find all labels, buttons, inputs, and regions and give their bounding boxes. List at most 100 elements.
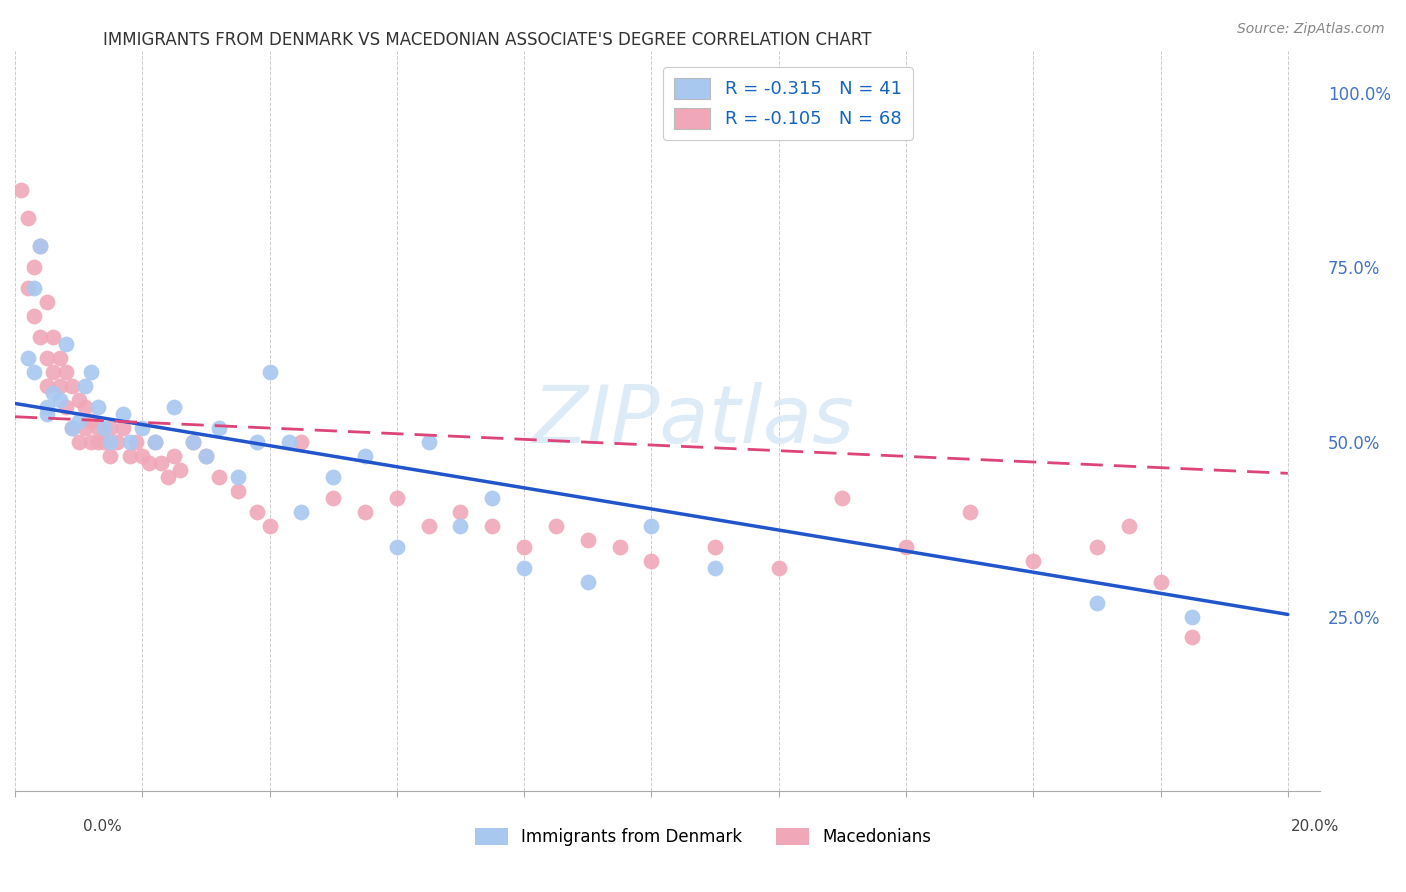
Point <box>17 281 39 295</box>
Point <box>131 449 153 463</box>
Point <box>418 518 440 533</box>
Point <box>194 449 217 463</box>
Point <box>112 421 135 435</box>
Point <box>138 456 160 470</box>
Point <box>259 365 281 379</box>
Point <box>831 491 853 505</box>
Point <box>73 421 96 435</box>
Point <box>544 518 567 533</box>
Point <box>481 518 503 533</box>
Point <box>35 379 58 393</box>
Point <box>704 560 727 574</box>
Point <box>290 434 312 449</box>
Point <box>1118 518 1140 533</box>
Point <box>1149 574 1171 589</box>
Text: 20.0%: 20.0% <box>1291 820 1339 834</box>
Point <box>48 351 70 365</box>
Point <box>35 400 58 414</box>
Point <box>354 505 377 519</box>
Point <box>481 491 503 505</box>
Point <box>55 365 77 379</box>
Point <box>208 421 231 435</box>
Point <box>80 365 103 379</box>
Point <box>55 400 77 414</box>
Point <box>42 330 65 344</box>
Point <box>385 491 408 505</box>
Point <box>959 505 981 519</box>
Point <box>87 434 110 449</box>
Text: ZIPatlas: ZIPatlas <box>533 382 855 460</box>
Point <box>30 239 52 253</box>
Point <box>163 400 186 414</box>
Point <box>93 434 115 449</box>
Point <box>48 392 70 407</box>
Point <box>1022 554 1045 568</box>
Point <box>100 421 122 435</box>
Point <box>55 337 77 351</box>
Point <box>259 518 281 533</box>
Point <box>30 239 52 253</box>
Point <box>418 434 440 449</box>
Point <box>704 540 727 554</box>
Point <box>22 365 45 379</box>
Point <box>73 379 96 393</box>
Point <box>156 470 179 484</box>
Point <box>118 434 141 449</box>
Point <box>10 183 32 197</box>
Point <box>450 518 472 533</box>
Point <box>354 449 377 463</box>
Point <box>169 463 191 477</box>
Point <box>131 421 153 435</box>
Point <box>576 574 599 589</box>
Point <box>150 456 173 470</box>
Point <box>60 421 83 435</box>
Point <box>105 434 128 449</box>
Text: IMMIGRANTS FROM DENMARK VS MACEDONIAN ASSOCIATE'S DEGREE CORRELATION CHART: IMMIGRANTS FROM DENMARK VS MACEDONIAN AS… <box>103 31 872 49</box>
Point <box>80 414 103 428</box>
Point <box>1181 609 1204 624</box>
Point <box>277 434 299 449</box>
Point <box>48 379 70 393</box>
Point <box>67 414 90 428</box>
Point <box>513 560 536 574</box>
Point <box>60 421 83 435</box>
Point <box>35 407 58 421</box>
Point <box>163 449 186 463</box>
Point <box>42 386 65 401</box>
Point <box>87 421 110 435</box>
Point <box>513 540 536 554</box>
Point <box>100 434 122 449</box>
Point <box>181 434 204 449</box>
Point <box>450 505 472 519</box>
Point <box>322 491 344 505</box>
Point <box>1181 631 1204 645</box>
Legend: Immigrants from Denmark, Macedonians: Immigrants from Denmark, Macedonians <box>468 821 938 853</box>
Point <box>290 505 312 519</box>
Point <box>246 434 269 449</box>
Point <box>60 379 83 393</box>
Point <box>93 421 115 435</box>
Point <box>100 449 122 463</box>
Point <box>226 483 249 498</box>
Text: 0.0%: 0.0% <box>83 820 122 834</box>
Point <box>181 434 204 449</box>
Point <box>246 505 269 519</box>
Point <box>208 470 231 484</box>
Text: Source: ZipAtlas.com: Source: ZipAtlas.com <box>1237 22 1385 37</box>
Point <box>1085 540 1108 554</box>
Point <box>112 407 135 421</box>
Point <box>67 434 90 449</box>
Point <box>125 434 148 449</box>
Point <box>385 540 408 554</box>
Point <box>17 211 39 226</box>
Point <box>609 540 631 554</box>
Point <box>67 392 90 407</box>
Point <box>143 434 166 449</box>
Point <box>30 330 52 344</box>
Point <box>143 434 166 449</box>
Point <box>17 351 39 365</box>
Point <box>576 533 599 547</box>
Point <box>322 470 344 484</box>
Point <box>640 518 662 533</box>
Point <box>42 365 65 379</box>
